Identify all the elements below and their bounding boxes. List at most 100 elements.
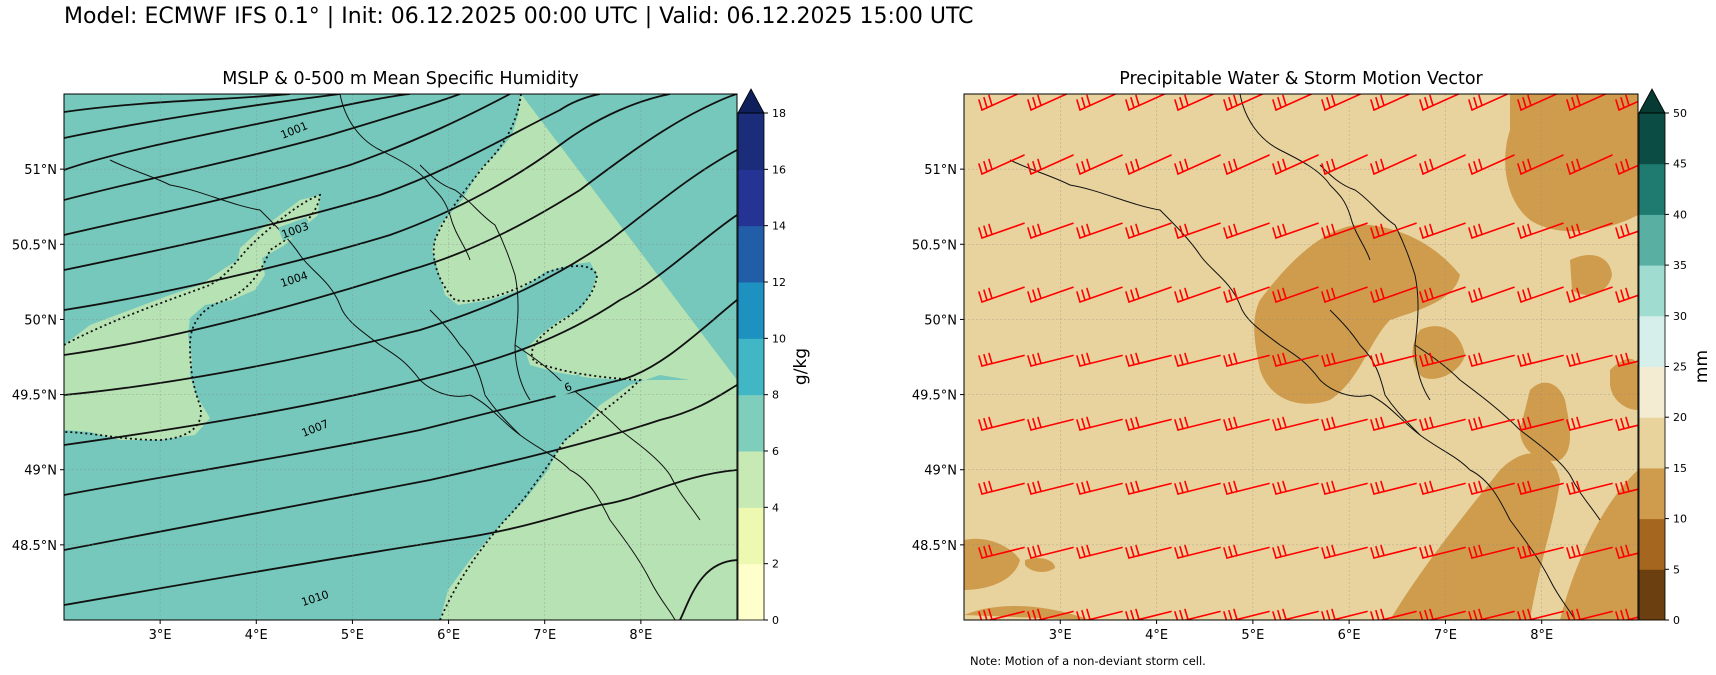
storm-vector — [1615, 352, 1638, 367]
storm-vector — [1517, 608, 1564, 620]
country-border — [514, 344, 701, 521]
storm-vector — [1615, 287, 1638, 303]
storm-vector — [1076, 154, 1123, 175]
colorbar-label: mm — [1692, 350, 1712, 383]
storm-vector — [1566, 480, 1613, 495]
storm-vector — [1370, 416, 1417, 431]
lon-tick-label: 3°E — [149, 628, 172, 643]
colorbar-segment — [1639, 569, 1665, 621]
colorbar-segment — [1639, 163, 1665, 215]
storm-vector — [1566, 416, 1613, 431]
storm-vector — [1370, 222, 1417, 239]
isobar-line — [64, 94, 511, 236]
storm-vector — [1174, 480, 1221, 495]
storm-vector — [1468, 416, 1515, 431]
storm-vector — [1468, 544, 1515, 559]
storm-vector — [1174, 416, 1221, 431]
storm-vector — [1272, 480, 1319, 495]
lat-tick-label: 49.5°N — [12, 389, 57, 404]
storm-vector — [1419, 544, 1466, 559]
lat-tick-label: 50°N — [24, 313, 57, 328]
colorbar-tick-label: 4 — [772, 501, 779, 514]
storm-vector — [1125, 608, 1172, 620]
storm-vector — [1272, 544, 1319, 559]
storm-vector — [1125, 154, 1172, 175]
humidity-colorbar: 0 2 4 6 8 10 12 14 16 18 g/kg — [737, 88, 811, 627]
colorbar-tick-label: 6 — [772, 445, 779, 458]
colorbar-tick-label: 15 — [1673, 462, 1687, 475]
lon-tick-label: 6°E — [437, 628, 460, 643]
storm-vector — [1615, 480, 1638, 495]
storm-vector — [1517, 480, 1564, 495]
storm-vector — [1615, 416, 1638, 431]
lon-tick-label: 5°E — [341, 628, 364, 643]
gridlines-left — [64, 94, 737, 620]
colorbar-tick-label: 5 — [1673, 563, 1680, 576]
isobar-line — [64, 94, 291, 113]
colorbar-tick-label: 10 — [772, 332, 786, 345]
storm-vector — [1027, 416, 1074, 431]
colorbar-label: g/kg — [791, 348, 811, 385]
storm-vector — [1223, 222, 1270, 239]
colorbar-segment — [738, 563, 764, 621]
lat-tick-label: 51°N — [924, 163, 957, 178]
lat-tick-label: 49.5°N — [912, 389, 957, 404]
pw-fill-10-15 — [964, 94, 1638, 620]
storm-vector — [1370, 352, 1417, 367]
isobar-line — [64, 299, 737, 496]
left-map-frame — [63, 93, 738, 621]
storm-vector — [1321, 480, 1368, 495]
country-border — [1329, 309, 1421, 436]
storm-vector — [1125, 222, 1172, 239]
colorbar-extend-arrow — [1638, 88, 1666, 114]
storm-vector — [1321, 222, 1368, 239]
storm-vector — [1272, 154, 1319, 175]
colorbar-tick-label: 30 — [1673, 310, 1687, 323]
country-border — [429, 309, 521, 436]
map-axes: 3°E 4°E 5°E 6°E 7°E 8°E 51°N 50.5°N 50°N 49.5°N 49… — [12, 163, 1553, 643]
storm-vector — [1615, 94, 1638, 111]
storm-vector — [978, 352, 1025, 367]
colorbar-tick-label: 12 — [772, 276, 786, 289]
storm-vector — [1223, 544, 1270, 559]
right-map-frame — [963, 93, 1639, 621]
storm-vector — [1076, 286, 1123, 303]
isobar-line — [64, 94, 461, 201]
storm-vector — [1223, 608, 1270, 620]
colorbar-segment — [738, 225, 764, 283]
storm-vector — [1566, 286, 1613, 303]
country-border — [419, 164, 531, 401]
colorbar-segment — [1639, 518, 1665, 570]
colorbar-tick-label: 0 — [1673, 614, 1680, 627]
colorbar-segment — [1639, 265, 1665, 317]
country-borders-left — [109, 94, 701, 620]
isobar-line — [64, 94, 411, 171]
storm-vector — [1468, 480, 1515, 495]
colorbar-segment — [738, 338, 764, 396]
storm-vector — [1272, 416, 1319, 431]
humidity-fill-4-6-west — [64, 195, 320, 440]
storm-vector — [1517, 544, 1564, 559]
colorbar-tick-label: 0 — [772, 614, 779, 627]
lat-tick-label: 48.5°N — [12, 539, 57, 554]
country-border — [1239, 94, 1371, 261]
lon-tick-label: 6°E — [1338, 628, 1361, 643]
lat-tick-label: 51°N — [24, 163, 57, 178]
country-border — [109, 159, 676, 620]
humidity-contour — [432, 94, 643, 620]
colorbar-tick-label: 8 — [772, 389, 779, 402]
colorbar-tick-label: 20 — [1673, 411, 1687, 424]
pw-high-area — [1570, 255, 1612, 295]
storm-vector — [1174, 222, 1221, 239]
storm-vector — [1566, 544, 1613, 559]
storm-vector — [1321, 608, 1368, 620]
storm-vector — [1615, 544, 1638, 559]
storm-vector — [1174, 544, 1221, 559]
storm-vector — [1174, 352, 1221, 367]
left-panel-title: MSLP & 0-500 m Mean Specific Humidity — [222, 69, 579, 89]
storm-vector — [1566, 352, 1613, 367]
pw-high-area — [964, 605, 1090, 620]
country-border — [1009, 159, 1576, 620]
storm-vector — [978, 544, 1025, 559]
storm-vector — [1272, 222, 1319, 239]
